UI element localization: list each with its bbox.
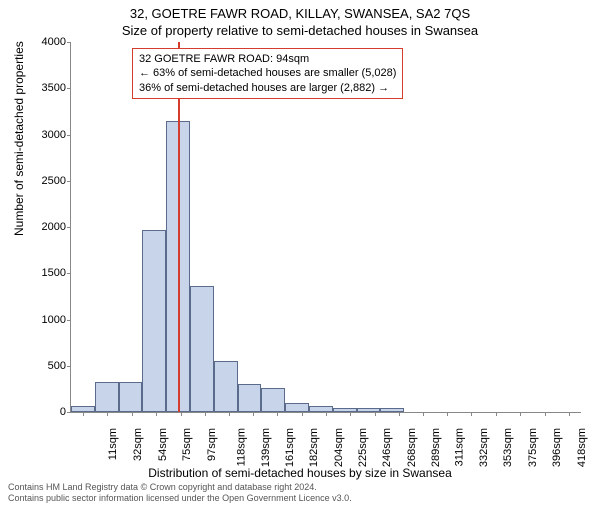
histogram-bar (357, 408, 381, 412)
x-tick-mark (229, 412, 230, 416)
y-tick-mark (67, 320, 71, 321)
footer-attribution: Contains HM Land Registry data © Crown c… (8, 482, 352, 504)
x-tick-mark (326, 412, 327, 416)
histogram-bar (214, 361, 238, 412)
y-tick-label: 1000 (42, 314, 66, 326)
y-tick-mark (67, 412, 71, 413)
x-tick-mark (447, 412, 448, 416)
x-tick-mark (375, 412, 376, 416)
y-tick-label: 3000 (42, 129, 66, 141)
x-tick-mark (399, 412, 400, 416)
x-tick-mark (471, 412, 472, 416)
x-tick-mark (107, 412, 108, 416)
histogram-bar (119, 382, 143, 412)
y-tick-label: 500 (48, 360, 66, 372)
histogram-bar (190, 286, 214, 412)
x-tick-label: 11sqm (108, 428, 120, 460)
x-tick-mark (569, 412, 570, 416)
x-tick-label: 332sqm (478, 428, 490, 467)
x-tick-label: 311sqm (454, 428, 466, 466)
x-tick-label: 396sqm (551, 428, 563, 467)
x-tick-label: 353sqm (502, 428, 514, 467)
histogram-bar (142, 230, 166, 412)
x-tick-label: 161sqm (285, 428, 297, 467)
footer-line-1: Contains HM Land Registry data © Crown c… (8, 482, 352, 493)
y-tick-label: 2500 (42, 175, 66, 187)
y-tick-mark (67, 366, 71, 367)
x-tick-mark (253, 412, 254, 416)
y-axis-label: Number of semi-detached properties (12, 41, 26, 236)
x-axis-label: Distribution of semi-detached houses by … (0, 466, 600, 480)
page-title-main: 32, GOETRE FAWR ROAD, KILLAY, SWANSEA, S… (0, 6, 600, 21)
y-tick-mark (67, 88, 71, 89)
x-tick-mark (205, 412, 206, 416)
y-tick-mark (67, 42, 71, 43)
x-tick-mark (156, 412, 157, 416)
x-tick-label: 375sqm (527, 428, 539, 467)
y-tick-label: 2000 (42, 221, 66, 233)
footer-line-2: Contains public sector information licen… (8, 493, 352, 504)
y-tick-label: 0 (60, 406, 66, 418)
x-tick-mark (423, 412, 424, 416)
histogram-bar (309, 406, 333, 412)
x-tick-mark (181, 412, 182, 416)
x-tick-label: 182sqm (308, 428, 320, 467)
x-tick-mark (496, 412, 497, 416)
histogram-bar (95, 382, 119, 412)
x-tick-mark (520, 412, 521, 416)
x-tick-mark (83, 412, 84, 416)
y-tick-mark (67, 273, 71, 274)
y-tick-mark (67, 181, 71, 182)
histogram-bar (238, 384, 262, 412)
annotation-line-3: 36% of semi-detached houses are larger (… (139, 81, 396, 95)
histogram-bar (380, 408, 404, 412)
annotation-line-2: ← 63% of semi-detached houses are smalle… (139, 66, 396, 80)
annotation-line-1: 32 GOETRE FAWR ROAD: 94sqm (139, 52, 396, 66)
x-tick-label: 246sqm (381, 428, 393, 467)
x-tick-label: 225sqm (357, 428, 369, 467)
chart-area: 11sqm32sqm54sqm75sqm97sqm118sqm139sqm161… (70, 42, 580, 412)
annotation-box: 32 GOETRE FAWR ROAD: 94sqm ← 63% of semi… (132, 48, 403, 99)
y-tick-mark (67, 227, 71, 228)
x-tick-label: 418sqm (576, 428, 588, 467)
x-tick-mark (277, 412, 278, 416)
histogram-bar (261, 388, 285, 412)
x-tick-mark (545, 412, 546, 416)
histogram-bar (285, 403, 309, 412)
x-tick-label: 289sqm (430, 428, 442, 467)
x-tick-label: 139sqm (260, 428, 272, 467)
y-tick-label: 4000 (42, 36, 66, 48)
x-tick-label: 118sqm (235, 428, 247, 466)
y-tick-mark (67, 135, 71, 136)
x-tick-label: 75sqm (181, 428, 193, 461)
x-tick-label: 97sqm (206, 428, 218, 461)
x-tick-mark (302, 412, 303, 416)
y-tick-label: 3500 (42, 82, 66, 94)
x-tick-mark (350, 412, 351, 416)
x-tick-label: 54sqm (157, 428, 169, 461)
x-tick-label: 32sqm (132, 428, 144, 461)
y-tick-label: 1500 (42, 267, 66, 279)
histogram-bar (333, 408, 357, 412)
x-tick-label: 204sqm (333, 428, 345, 467)
x-tick-mark (132, 412, 133, 416)
page-title-sub: Size of property relative to semi-detach… (0, 23, 600, 38)
x-tick-label: 268sqm (406, 428, 418, 467)
